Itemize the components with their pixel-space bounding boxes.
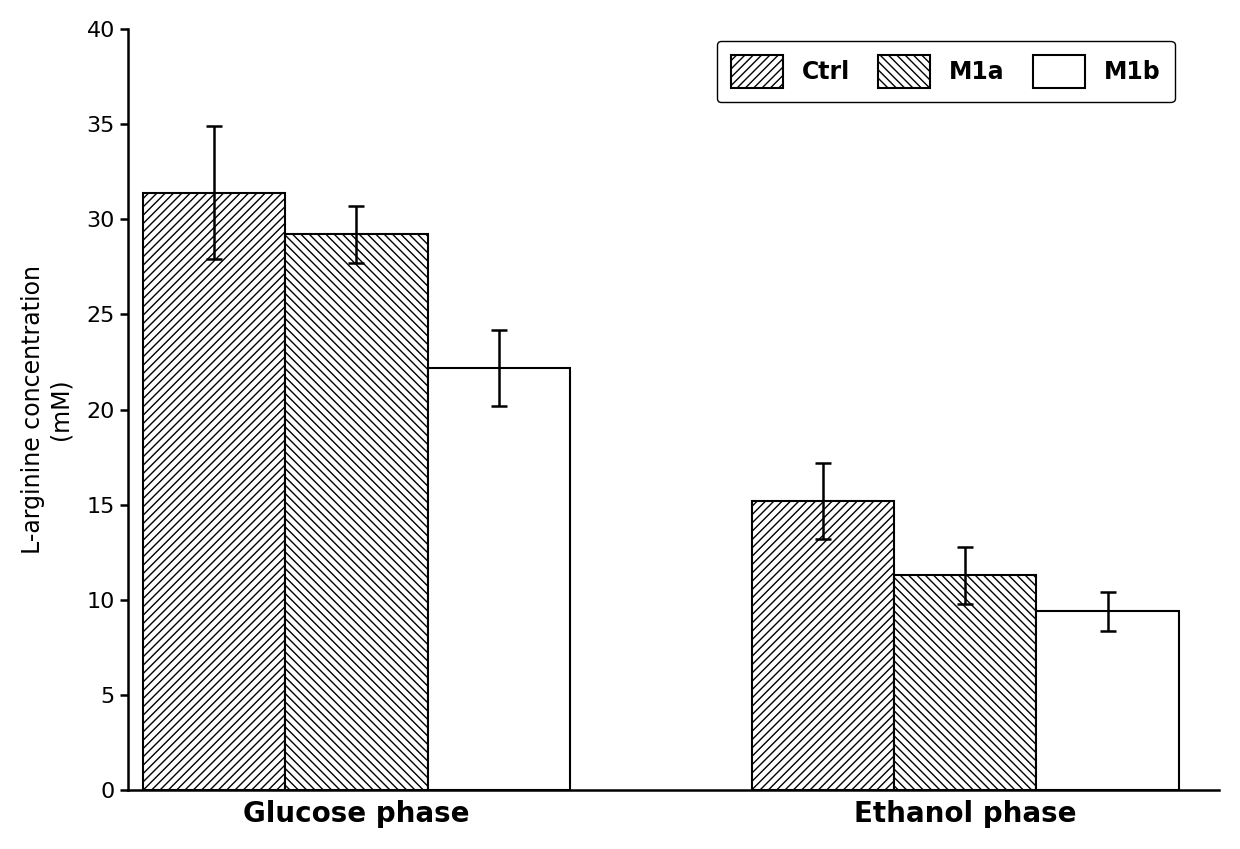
Y-axis label: L-arginine concentration
(mM): L-arginine concentration (mM) [21, 265, 73, 554]
Bar [285, 234, 428, 790]
Bar [1037, 611, 1178, 790]
Bar [428, 368, 569, 790]
Bar [894, 576, 1037, 790]
Bar [753, 501, 894, 790]
Legend: Ctrl, M1a, M1b: Ctrl, M1a, M1b [717, 41, 1174, 103]
Bar [144, 193, 285, 790]
